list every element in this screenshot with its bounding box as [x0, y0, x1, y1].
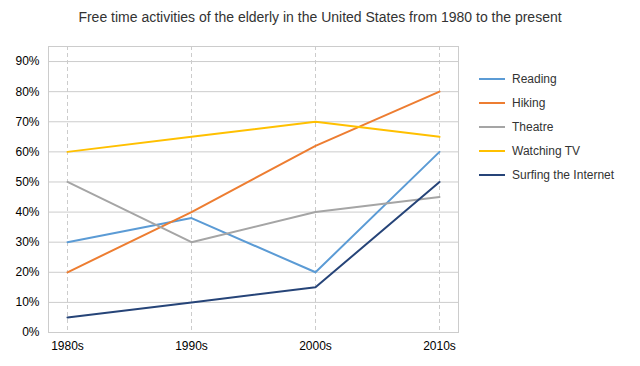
html-text:Free time activities of the el: Free time activities of the elderly in t… [78, 9, 562, 25]
svg-text:80%: 80% [15, 84, 39, 98]
svg-text:60%: 60% [15, 145, 39, 159]
html-text:Watching TV: Watching TV [512, 144, 580, 158]
svg-text:40%: 40% [15, 205, 39, 219]
svg-text:70%: 70% [15, 115, 39, 129]
svg-text:20%: 20% [15, 265, 39, 279]
svg-text:30%: 30% [15, 235, 39, 249]
svg-text:10%: 10% [15, 295, 39, 309]
svg-text:50%: 50% [15, 175, 39, 189]
svg-text:0%: 0% [22, 325, 40, 339]
svg-text:1980s: 1980s [51, 339, 84, 353]
html-text:Hiking: Hiking [512, 96, 546, 110]
svg-text:90%: 90% [15, 54, 39, 68]
svg-text:1990s: 1990s [175, 339, 208, 353]
svg-text:2010s: 2010s [423, 339, 456, 353]
html-text:Surfing the Internet: Surfing the Internet [512, 168, 615, 182]
svg-text:2000s: 2000s [299, 339, 332, 353]
html-text:Reading: Reading [512, 72, 557, 86]
html-text:Theatre: Theatre [512, 120, 554, 134]
